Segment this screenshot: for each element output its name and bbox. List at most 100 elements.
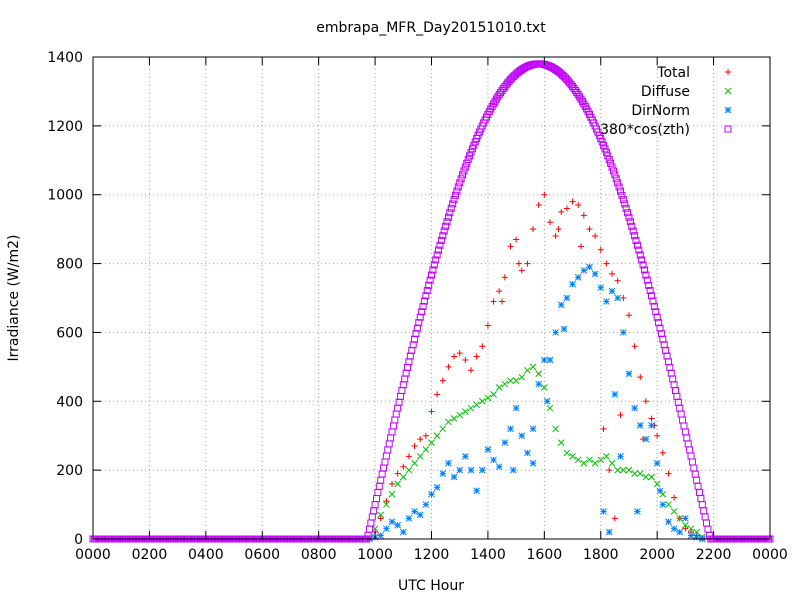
data-point xyxy=(614,466,622,474)
data-point xyxy=(614,179,622,187)
data-point xyxy=(639,261,647,269)
data-point xyxy=(462,356,469,363)
data-point xyxy=(693,533,701,541)
data-point xyxy=(422,432,429,439)
data-point xyxy=(569,453,576,460)
data-point xyxy=(501,274,508,281)
data-point xyxy=(652,308,660,316)
data-point xyxy=(416,453,424,460)
data-point xyxy=(507,243,514,250)
data-point xyxy=(428,408,435,415)
data-point xyxy=(399,528,407,536)
data-point xyxy=(631,404,638,412)
data-point xyxy=(591,459,599,467)
data-point xyxy=(592,233,599,240)
data-point xyxy=(687,525,695,533)
data-point xyxy=(507,377,514,384)
data-point xyxy=(543,397,551,405)
data-point xyxy=(624,209,632,217)
data-point xyxy=(619,196,627,204)
data-point xyxy=(399,473,407,481)
data-point xyxy=(512,404,520,412)
y-tick-label: 1000 xyxy=(47,188,83,204)
data-point xyxy=(484,394,492,402)
data-point xyxy=(509,466,517,474)
data-point xyxy=(484,446,492,453)
data-point xyxy=(631,470,638,477)
data-point xyxy=(621,200,629,208)
data-point xyxy=(659,501,667,508)
x-tick-label: 0000 xyxy=(752,547,788,563)
data-point xyxy=(575,202,582,209)
data-point xyxy=(603,453,610,460)
data-point xyxy=(597,456,605,464)
data-point xyxy=(631,343,638,350)
legend-label: Diffuse xyxy=(641,84,690,100)
data-point xyxy=(597,284,605,292)
data-point xyxy=(604,152,612,160)
data-point xyxy=(490,298,497,305)
data-point xyxy=(454,183,462,191)
data-point xyxy=(616,187,624,195)
data-point xyxy=(432,256,440,264)
data-point xyxy=(451,353,458,360)
data-point xyxy=(529,363,537,371)
legend-label: 380*cos(zth) xyxy=(600,122,690,138)
data-point xyxy=(447,204,455,212)
data-point xyxy=(611,391,619,398)
y-tick-label: 0 xyxy=(74,532,83,548)
data-point xyxy=(416,313,424,321)
legend-marker xyxy=(724,125,732,133)
data-point xyxy=(437,236,445,244)
data-point xyxy=(633,241,641,249)
x-tick-label: 1600 xyxy=(527,547,563,563)
data-point xyxy=(518,432,526,440)
data-point xyxy=(643,276,651,284)
y-tick-label: 1200 xyxy=(47,119,83,135)
chart-title: embrapa_MFR_Day20151010.txt xyxy=(316,20,546,36)
data-point xyxy=(642,271,650,279)
data-point xyxy=(635,246,643,254)
data-point xyxy=(430,261,438,269)
data-point xyxy=(449,200,457,208)
data-point xyxy=(459,171,467,179)
data-point xyxy=(428,439,435,446)
data-point xyxy=(473,487,480,495)
data-point xyxy=(546,404,554,412)
data-point xyxy=(552,425,559,433)
data-point xyxy=(445,418,452,426)
data-point xyxy=(671,494,678,501)
data-point xyxy=(433,484,441,491)
data-point xyxy=(693,528,701,536)
data-point xyxy=(642,398,649,405)
data-point xyxy=(619,329,627,336)
data-point xyxy=(450,196,458,204)
data-point xyxy=(434,391,441,398)
data-point xyxy=(625,312,632,319)
data-point xyxy=(655,319,663,327)
data-point xyxy=(418,308,426,316)
data-point xyxy=(394,521,402,529)
data-point xyxy=(415,319,423,327)
data-point xyxy=(615,183,623,191)
data-point xyxy=(464,156,472,164)
data-point xyxy=(515,260,522,267)
x-tick-label: 2200 xyxy=(696,547,732,563)
data-point xyxy=(649,297,657,305)
data-point xyxy=(518,373,526,381)
data-point xyxy=(558,208,565,215)
data-point xyxy=(605,156,613,164)
data-point xyxy=(648,415,655,422)
legend: Total Diffuse DirNorm 380*cos(zth) xyxy=(600,65,732,138)
data-point xyxy=(611,515,618,522)
data-point xyxy=(433,251,441,259)
data-point xyxy=(609,270,616,277)
data-point xyxy=(656,487,664,495)
data-point xyxy=(552,329,559,336)
data-point xyxy=(602,148,610,156)
data-point xyxy=(617,453,624,460)
data-point xyxy=(654,432,661,439)
data-point xyxy=(634,508,641,515)
data-point xyxy=(422,292,430,300)
